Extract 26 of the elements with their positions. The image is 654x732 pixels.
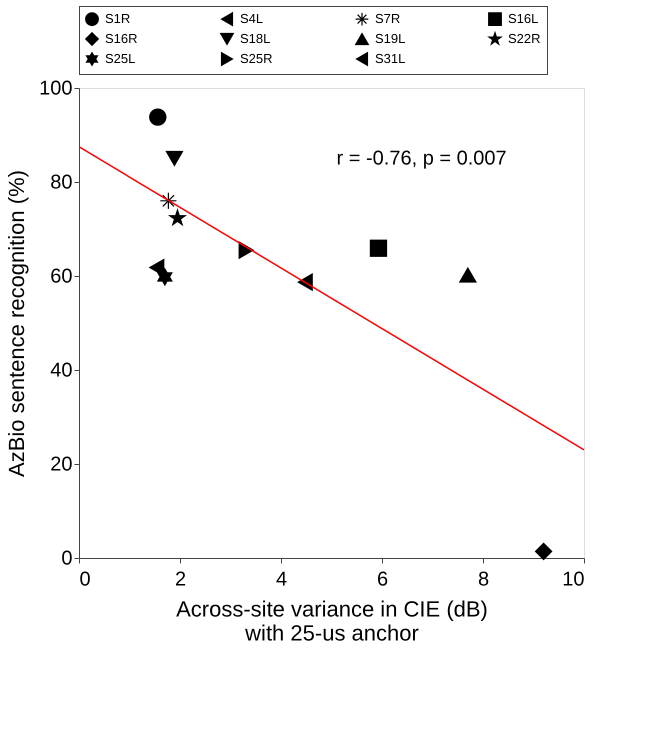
x-tick-label: 4 [276,568,288,590]
y-tick-label: 40 [50,360,72,382]
legend-label: S19L [375,31,406,46]
x-tick-label: 6 [376,568,388,590]
y-tick-label: 80 [50,172,72,194]
y-axis-title: AzBio sentence recognition (%) [4,170,30,477]
y-tick-label: 20 [50,454,72,476]
legend-label: S25L [105,51,136,66]
x-axis-title: Across-site variance in CIE (dB) with 25-us anchor [176,596,488,646]
x-tick-label: 10 [562,568,584,590]
x-tick-label: 2 [174,568,186,590]
legend-label: S25R [240,51,273,66]
annotation: r = -0.76, p = 0.007 [336,148,507,170]
legend-label: S7R [375,11,400,26]
y-tick-label: 100 [39,78,72,100]
y-tick-label: 60 [50,266,72,288]
legend-label: S22R [508,31,541,46]
x-tick-label: 8 [478,568,490,590]
legend-label: S1R [105,11,130,26]
legend-label: S18L [240,31,270,46]
legend-label: S16R [105,31,138,46]
x-tick-label: 0 [80,568,91,590]
legend-label: S4L [240,11,264,26]
legend-label: S16L [508,11,538,26]
y-tick-label: 0 [61,548,72,570]
legend-label: S31L [375,51,406,66]
